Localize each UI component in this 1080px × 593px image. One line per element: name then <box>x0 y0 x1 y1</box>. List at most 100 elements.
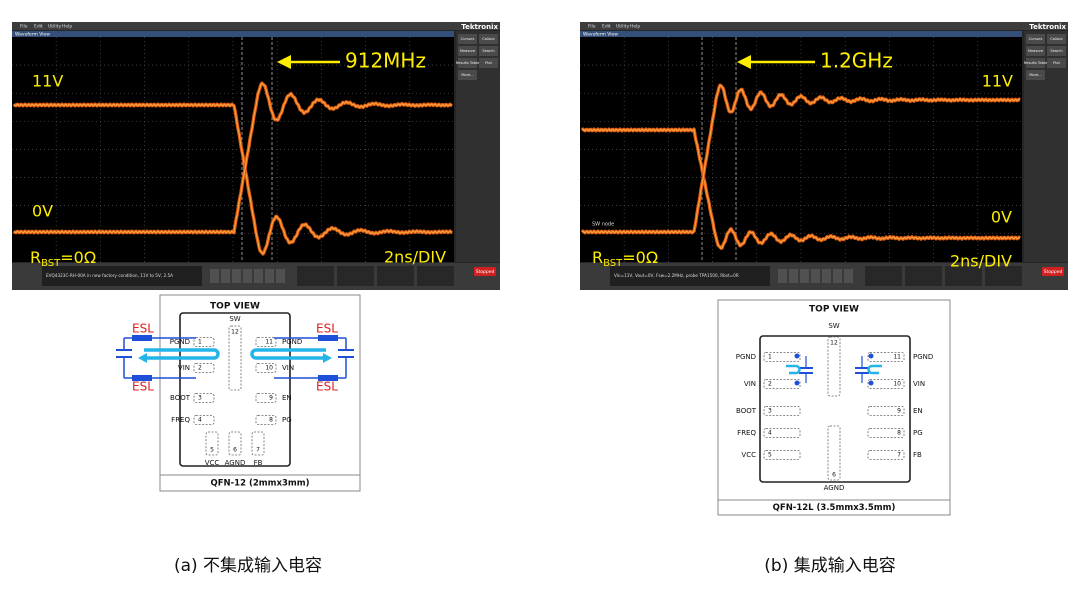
pin-number: 2 <box>768 381 772 388</box>
side-button <box>1047 34 1066 44</box>
pin-number: 3 <box>198 395 202 402</box>
pin-number: 12 <box>830 340 838 347</box>
pin-label: AGND <box>824 484 845 492</box>
callout-arrowhead <box>277 55 291 69</box>
esl-label: ESL <box>316 322 338 336</box>
channel-button <box>822 269 831 283</box>
side-button <box>458 58 477 68</box>
info-box <box>865 266 902 286</box>
brand: Tektronix <box>461 23 498 31</box>
pin-number: 1 <box>768 354 772 361</box>
menu-item: Edit <box>34 24 43 30</box>
note: EVQ4323C-RH-00A in new factory condition… <box>46 273 173 278</box>
low-level-label: 0V <box>991 208 1012 227</box>
pin-number: 7 <box>897 452 901 459</box>
side-button-label: Measure <box>1028 49 1044 53</box>
side-button <box>1026 46 1045 56</box>
resistor-subscript: BST <box>41 258 61 269</box>
esl-inductor <box>318 375 338 381</box>
pin-number: 2 <box>198 365 202 372</box>
pin-label: AGND <box>225 459 246 467</box>
current-loop <box>250 348 326 360</box>
current-loop <box>867 364 882 375</box>
package-frame <box>159 294 361 492</box>
pin-number: 10 <box>265 365 273 372</box>
pin-pad <box>867 379 905 389</box>
side-button-label: More... <box>1029 73 1041 77</box>
pin-label: EN <box>282 394 292 402</box>
menu-item: File <box>20 24 28 30</box>
pin-number: 1 <box>198 339 202 346</box>
info-box <box>905 266 942 286</box>
frequency-label: 912MHz <box>345 49 426 73</box>
pin-pad <box>193 337 215 347</box>
resistor-subscript: BST <box>603 258 623 269</box>
caption: (b) 集成输入电容 <box>764 556 895 576</box>
caption: (a) 不集成输入电容 <box>174 556 322 576</box>
frequency-label: 1.2GHz <box>820 49 893 73</box>
pin-pad <box>193 363 215 373</box>
info-box <box>337 266 374 286</box>
pin-pad <box>193 415 215 425</box>
package-title: TOP VIEW <box>210 302 260 312</box>
pin-number: 9 <box>269 395 273 402</box>
channel-button <box>833 269 842 283</box>
pin-label: SW <box>828 322 839 330</box>
pin-pad <box>255 415 277 425</box>
side-button-label: Plot <box>485 61 492 65</box>
pin-number: 11 <box>265 339 273 346</box>
timebase-label: 2ns/DIV <box>384 248 446 267</box>
side-button-label: Results Table <box>456 61 480 65</box>
pin-number: 6 <box>233 447 237 454</box>
resistor-symbol: R <box>592 248 603 267</box>
pin-label: FB <box>913 451 922 459</box>
package-name: QFN-12 (2mmx3mm) <box>211 479 310 489</box>
pin-number: 7 <box>256 447 260 454</box>
current-loop <box>144 348 220 360</box>
brand: Tektronix <box>1029 23 1066 31</box>
esl-inductor <box>132 375 152 381</box>
pin-pad <box>827 336 841 397</box>
pin-label: VCC <box>205 459 220 467</box>
esl-label: ESL <box>132 322 154 336</box>
channel-button <box>221 269 230 283</box>
pin-label: PGND <box>170 338 190 346</box>
channel-button <box>844 269 853 283</box>
pin-label: PGND <box>282 338 302 346</box>
side-button-label: Plot <box>1053 61 1060 65</box>
status-badge <box>1042 267 1064 276</box>
channel-button <box>811 269 820 283</box>
esl-label: ESL <box>316 380 338 394</box>
pin-label: SW <box>229 315 240 323</box>
timebase-label: 2ns/DIV <box>950 252 1012 271</box>
pin-label: VIN <box>913 380 925 388</box>
pin-number: 9 <box>897 408 901 415</box>
resistor-label: RBST=0Ω <box>30 248 96 270</box>
menu-item: Help <box>62 24 72 30</box>
low-level-label: 0V <box>32 202 53 221</box>
package-title: TOP VIEW <box>809 305 859 315</box>
pin-label: VIN <box>282 364 294 372</box>
package-name: QFN-12L (3.5mmx3.5mm) <box>773 503 896 513</box>
pin-pad <box>867 352 905 362</box>
pin-pad <box>763 450 801 460</box>
pin-number: 3 <box>768 408 772 415</box>
waveform <box>581 84 1021 234</box>
note: Vin=11V, Vout=0V, Fsw=2.2MHz, probe TPA1… <box>614 273 739 278</box>
pin-pad <box>827 425 841 481</box>
status: Stopped <box>1044 269 1063 275</box>
resistor-value: =0Ω <box>60 248 96 267</box>
pin-pad <box>763 406 801 416</box>
side-button <box>479 34 498 44</box>
side-panel <box>456 31 500 262</box>
info-box <box>985 266 1022 286</box>
via <box>868 353 874 359</box>
info-box <box>945 266 982 286</box>
chip-outline <box>179 312 291 467</box>
channel-button <box>778 269 787 283</box>
side-button <box>479 58 498 68</box>
pin-label: BOOT <box>736 407 757 415</box>
pin-label: FREQ <box>171 416 190 424</box>
pin-number: 12 <box>231 329 239 336</box>
pin-pad <box>255 393 277 403</box>
